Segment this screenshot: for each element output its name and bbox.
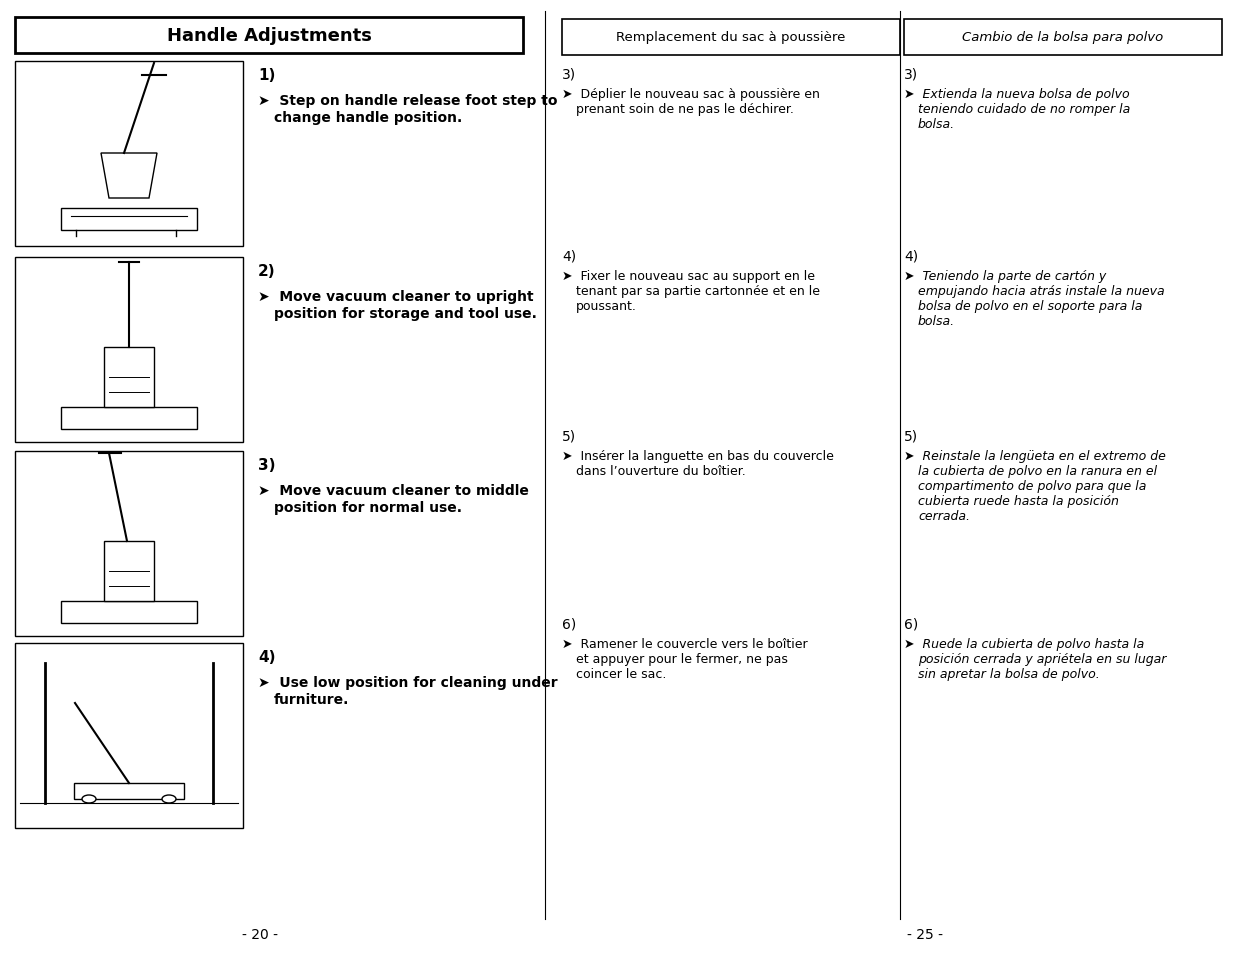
Polygon shape: [101, 153, 157, 199]
Text: 4): 4): [904, 250, 918, 264]
Text: la cubierta de polvo en la ranura en el: la cubierta de polvo en la ranura en el: [918, 464, 1157, 477]
Bar: [15, 452, 243, 637]
Text: prenant soin de ne pas le déchirer.: prenant soin de ne pas le déchirer.: [576, 103, 794, 116]
Text: teniendo cuidado de no romper la: teniendo cuidado de no romper la: [918, 103, 1130, 116]
Text: ➤  Move vacuum cleaner to upright: ➤ Move vacuum cleaner to upright: [258, 290, 534, 304]
Text: compartimento de polvo para que la: compartimento de polvo para que la: [918, 479, 1146, 493]
Text: ➤  Step on handle release foot step to: ➤ Step on handle release foot step to: [258, 94, 557, 108]
Bar: [104, 541, 154, 601]
Bar: [562, 20, 900, 56]
Text: furniture.: furniture.: [274, 692, 350, 706]
Text: position for storage and tool use.: position for storage and tool use.: [274, 307, 537, 320]
Text: 5): 5): [904, 430, 918, 443]
Text: cubierta ruede hasta la posición: cubierta ruede hasta la posición: [918, 495, 1119, 507]
Text: 6): 6): [904, 618, 919, 631]
Text: ➤  Extienda la nueva bolsa de polvo: ➤ Extienda la nueva bolsa de polvo: [904, 88, 1130, 101]
Ellipse shape: [162, 795, 177, 803]
Text: 5): 5): [562, 430, 576, 443]
Text: ➤  Insérer la languette en bas du couvercle: ➤ Insérer la languette en bas du couverc…: [562, 450, 834, 462]
Text: poussant.: poussant.: [576, 299, 637, 313]
Text: ➤  Ramener le couvercle vers le boîtier: ➤ Ramener le couvercle vers le boîtier: [562, 638, 808, 650]
Text: bolsa.: bolsa.: [918, 314, 955, 328]
Text: tenant par sa partie cartonnée et en le: tenant par sa partie cartonnée et en le: [576, 285, 820, 297]
Text: 3): 3): [904, 68, 918, 82]
Bar: [61, 209, 198, 231]
Text: ➤  Fixer le nouveau sac au support en le: ➤ Fixer le nouveau sac au support en le: [562, 270, 815, 283]
Bar: [61, 601, 198, 623]
Text: Cambio de la bolsa para polvo: Cambio de la bolsa para polvo: [962, 31, 1163, 45]
Text: sin apretar la bolsa de polvo.: sin apretar la bolsa de polvo.: [918, 667, 1099, 680]
Bar: [15, 62, 243, 247]
Text: - 25 -: - 25 -: [906, 927, 944, 941]
Text: coincer le sac.: coincer le sac.: [576, 667, 667, 680]
Text: 3): 3): [258, 458, 275, 473]
Text: cerrada.: cerrada.: [918, 510, 969, 522]
Ellipse shape: [82, 795, 96, 803]
Text: ➤  Move vacuum cleaner to middle: ➤ Move vacuum cleaner to middle: [258, 483, 529, 497]
Text: et appuyer pour le fermer, ne pas: et appuyer pour le fermer, ne pas: [576, 652, 788, 665]
Text: 4): 4): [258, 650, 275, 665]
Bar: [74, 783, 184, 800]
Text: ➤  Use low position for cleaning under: ➤ Use low position for cleaning under: [258, 676, 558, 689]
Text: ➤  Déplier le nouveau sac à poussière en: ➤ Déplier le nouveau sac à poussière en: [562, 88, 820, 101]
Text: ➤  Ruede la cubierta de polvo hasta la: ➤ Ruede la cubierta de polvo hasta la: [904, 638, 1145, 650]
Text: empujando hacia atrás instale la nueva: empujando hacia atrás instale la nueva: [918, 285, 1165, 297]
Bar: [15, 643, 243, 828]
Bar: [61, 408, 198, 430]
Text: - 20 -: - 20 -: [242, 927, 278, 941]
Text: ➤  Teniendo la parte de cartón y: ➤ Teniendo la parte de cartón y: [904, 270, 1107, 283]
Text: position for normal use.: position for normal use.: [274, 500, 462, 515]
Text: dans l’ouverture du boîtier.: dans l’ouverture du boîtier.: [576, 464, 746, 477]
Text: 6): 6): [562, 618, 577, 631]
Text: 1): 1): [258, 69, 275, 84]
Bar: [15, 257, 243, 442]
Text: 3): 3): [562, 68, 576, 82]
Text: bolsa.: bolsa.: [918, 118, 955, 131]
Text: ➤  Reinstale la lengüeta en el extremo de: ➤ Reinstale la lengüeta en el extremo de: [904, 450, 1166, 462]
Text: change handle position.: change handle position.: [274, 111, 462, 125]
Text: 2): 2): [258, 264, 275, 279]
Text: Handle Adjustments: Handle Adjustments: [167, 27, 372, 45]
Text: posición cerrada y apriétela en su lugar: posición cerrada y apriétela en su lugar: [918, 652, 1166, 665]
Bar: [904, 20, 1221, 56]
Text: 4): 4): [562, 250, 576, 264]
Bar: [15, 18, 522, 54]
Bar: [104, 348, 154, 408]
Text: Remplacement du sac à poussière: Remplacement du sac à poussière: [616, 31, 846, 45]
Text: bolsa de polvo en el soporte para la: bolsa de polvo en el soporte para la: [918, 299, 1142, 313]
